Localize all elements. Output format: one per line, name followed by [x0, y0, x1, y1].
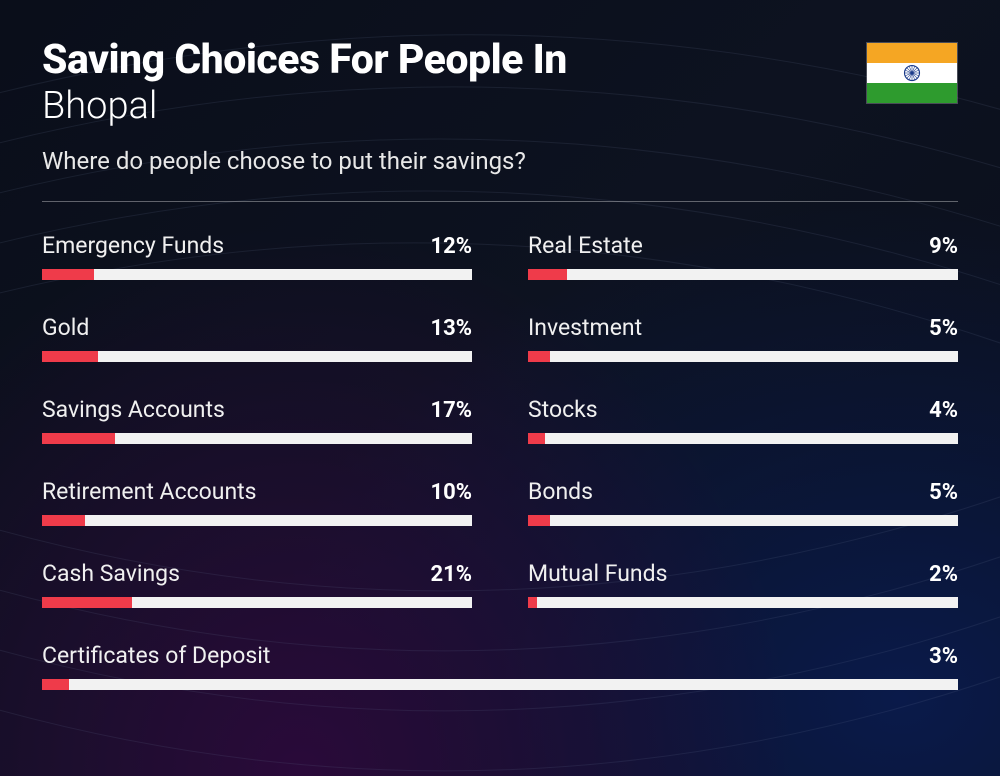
bar-item-value: 2%: [929, 562, 958, 587]
bar-track: [528, 351, 958, 362]
bar-track: [42, 269, 472, 280]
bar-item-head: Certificates of Deposit 3%: [42, 642, 958, 669]
bar-item-label: Stocks: [528, 396, 598, 423]
divider: [42, 201, 958, 202]
bar-fill: [42, 351, 98, 362]
india-flag-icon: [866, 42, 958, 104]
bar-item-value: 12%: [430, 234, 472, 259]
bar-fill: [42, 597, 132, 608]
bar-item: Certificates of Deposit 3%: [42, 642, 958, 690]
bar-item-label: Certificates of Deposit: [42, 642, 270, 669]
bar-item-label: Savings Accounts: [42, 396, 225, 423]
bar-track: [528, 433, 958, 444]
bar-item-value: 13%: [430, 316, 472, 341]
header: Saving Choices For People In Bhopal Wher…: [42, 38, 958, 175]
bar-item-head: Stocks 4%: [528, 396, 958, 423]
flag-stripe-white: [867, 63, 957, 83]
bar-item-value: 21%: [430, 562, 472, 587]
bar-item-label: Investment: [528, 314, 642, 341]
bar-item-head: Savings Accounts 17%: [42, 396, 472, 423]
bar-item-label: Gold: [42, 314, 89, 341]
bar-item-value: 5%: [929, 316, 958, 341]
bar-item-value: 10%: [430, 480, 472, 505]
bar-item-head: Gold 13%: [42, 314, 472, 341]
bar-fill: [42, 269, 94, 280]
bar-fill: [528, 433, 545, 444]
page-title-city: Bhopal: [42, 85, 958, 129]
bar-item: Gold 13%: [42, 314, 472, 362]
bar-item-head: Real Estate 9%: [528, 232, 958, 259]
bar-track: [42, 515, 472, 526]
bar-item: Emergency Funds 12%: [42, 232, 472, 280]
bar-item: Stocks 4%: [528, 396, 958, 444]
bar-track: [42, 679, 958, 690]
bar-chart-grid: Emergency Funds 12% Real Estate 9% Gold 13% In…: [42, 232, 958, 690]
bar-item-label: Emergency Funds: [42, 232, 224, 259]
bar-track: [528, 269, 958, 280]
page-subtitle: Where do people choose to put their savi…: [42, 147, 958, 175]
bar-item: Real Estate 9%: [528, 232, 958, 280]
bar-item: Bonds 5%: [528, 478, 958, 526]
bar-item: Savings Accounts 17%: [42, 396, 472, 444]
bar-item-label: Mutual Funds: [528, 560, 667, 587]
bar-item: Investment 5%: [528, 314, 958, 362]
bar-item-label: Retirement Accounts: [42, 478, 257, 505]
bar-item-label: Cash Savings: [42, 560, 180, 587]
bar-track: [42, 597, 472, 608]
bar-fill: [42, 433, 115, 444]
bar-item-value: 4%: [929, 398, 958, 423]
bar-item-head: Investment 5%: [528, 314, 958, 341]
bar-item: Retirement Accounts 10%: [42, 478, 472, 526]
bar-track: [528, 515, 958, 526]
bar-item-value: 9%: [929, 234, 958, 259]
bar-item-head: Emergency Funds 12%: [42, 232, 472, 259]
bar-track: [528, 597, 958, 608]
bar-item-value: 3%: [929, 644, 958, 669]
bar-item-head: Bonds 5%: [528, 478, 958, 505]
bar-track: [42, 433, 472, 444]
bar-track: [42, 351, 472, 362]
bar-fill: [528, 515, 550, 526]
page-title: Saving Choices For People In: [42, 38, 958, 83]
bar-item-head: Cash Savings 21%: [42, 560, 472, 587]
bar-item: Cash Savings 21%: [42, 560, 472, 608]
bar-item-value: 17%: [430, 398, 472, 423]
bar-item-value: 5%: [929, 480, 958, 505]
bar-fill: [42, 515, 85, 526]
bar-item-label: Real Estate: [528, 232, 643, 259]
ashoka-chakra-icon: [903, 64, 921, 82]
bar-fill: [42, 679, 69, 690]
bar-item: Mutual Funds 2%: [528, 560, 958, 608]
bar-item-head: Mutual Funds 2%: [528, 560, 958, 587]
bar-fill: [528, 597, 537, 608]
bar-item-label: Bonds: [528, 478, 593, 505]
bar-item-head: Retirement Accounts 10%: [42, 478, 472, 505]
bar-fill: [528, 269, 567, 280]
flag-stripe-saffron: [867, 43, 957, 63]
flag-stripe-green: [867, 83, 957, 103]
bar-fill: [528, 351, 550, 362]
